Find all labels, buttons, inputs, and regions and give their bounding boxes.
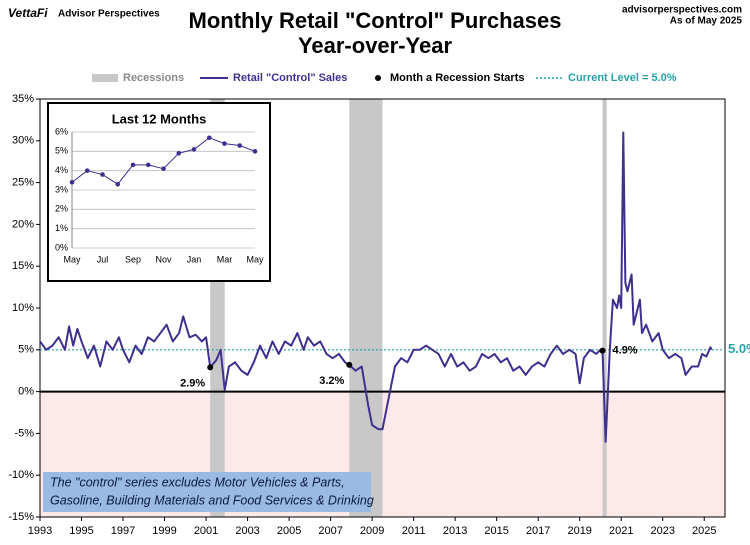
x-tick-label: 2005 bbox=[277, 525, 301, 537]
inset-y-tick-label: 0% bbox=[55, 242, 68, 252]
inset-point bbox=[100, 172, 105, 177]
x-tick-label: 2001 bbox=[194, 525, 218, 537]
inset-point bbox=[222, 141, 227, 146]
inset-y-tick-label: 5% bbox=[55, 146, 68, 156]
x-tick-label: 1997 bbox=[111, 525, 135, 537]
inset-x-tick-label: Jul bbox=[97, 254, 109, 264]
legend-label: Retail "Control" Sales bbox=[233, 72, 347, 84]
inset-point bbox=[191, 147, 197, 152]
x-tick-label: 1995 bbox=[69, 525, 93, 537]
inset-y-tick-label: 6% bbox=[55, 126, 68, 136]
inset-y-tick-label: 4% bbox=[55, 165, 68, 175]
x-tick-label: 2021 bbox=[609, 525, 633, 537]
recession-band bbox=[602, 99, 607, 517]
inset-point bbox=[161, 166, 166, 172]
x-tick-label: 2015 bbox=[484, 525, 508, 537]
y-tick-label: 25% bbox=[12, 177, 34, 189]
brand: VettaFi bbox=[8, 6, 48, 20]
inset-x-tick-label: Sep bbox=[125, 254, 141, 264]
inset-title: Last 12 Months bbox=[112, 111, 207, 126]
y-tick-label: -5% bbox=[14, 427, 34, 439]
y-tick-label: 5% bbox=[18, 344, 34, 356]
inset-point bbox=[252, 149, 258, 154]
inset-point bbox=[69, 179, 75, 185]
inset-point bbox=[206, 135, 212, 141]
recession-start-dot bbox=[599, 347, 606, 354]
legend-label: Recessions bbox=[123, 72, 184, 84]
inset-y-tick-label: 1% bbox=[55, 223, 68, 233]
inset-x-tick-label: Nov bbox=[155, 254, 172, 264]
recession-start-dot bbox=[346, 361, 353, 368]
y-tick-label: 15% bbox=[12, 260, 34, 272]
inset-point bbox=[84, 168, 90, 173]
x-tick-label: 1999 bbox=[152, 525, 176, 537]
y-tick-label: 10% bbox=[12, 302, 34, 314]
chart-title: Year-over-Year bbox=[298, 33, 453, 58]
as-of: As of May 2025 bbox=[670, 16, 743, 27]
legend-label: Current Level = 5.0% bbox=[568, 72, 677, 84]
x-tick-label: 2007 bbox=[318, 525, 342, 537]
inset-point bbox=[176, 150, 182, 156]
y-tick-label: -15% bbox=[8, 511, 34, 523]
inset-point bbox=[145, 162, 151, 168]
inset-y-tick-label: 2% bbox=[55, 204, 68, 214]
note-text: The "control" series excludes Motor Vehi… bbox=[50, 475, 345, 489]
inset-point bbox=[115, 181, 121, 187]
inset-x-tick-label: May bbox=[246, 254, 264, 264]
y-tick-label: 0% bbox=[18, 386, 34, 398]
recession-band bbox=[349, 99, 383, 517]
inset-y-tick-label: 3% bbox=[55, 184, 68, 194]
legend-swatch bbox=[92, 74, 118, 82]
y-tick-label: 20% bbox=[12, 218, 34, 230]
note-box bbox=[43, 472, 371, 512]
inset-x-tick-label: Mar bbox=[217, 254, 233, 264]
x-tick-label: 1993 bbox=[28, 525, 52, 537]
y-tick-label: -10% bbox=[8, 469, 34, 481]
x-tick-label: 2003 bbox=[235, 525, 259, 537]
x-tick-label: 2013 bbox=[443, 525, 467, 537]
x-tick-label: 2025 bbox=[692, 525, 716, 537]
x-tick-label: 2009 bbox=[360, 525, 384, 537]
inset-x-tick-label: May bbox=[63, 254, 81, 264]
chart-title: Monthly Retail "Control" Purchases bbox=[189, 8, 562, 33]
x-tick-label: 2023 bbox=[650, 525, 674, 537]
recession-start-dot bbox=[207, 364, 214, 371]
recession-start-label: 3.2% bbox=[319, 375, 344, 387]
y-tick-label: 30% bbox=[12, 135, 34, 147]
site: advisorperspectives.com bbox=[622, 5, 742, 16]
inset-x-tick-label: Jan bbox=[187, 254, 202, 264]
legend-swatch bbox=[375, 75, 381, 81]
inset-point bbox=[130, 162, 136, 168]
y-tick-label: 35% bbox=[12, 93, 34, 105]
inset-box bbox=[47, 102, 271, 282]
current-level-label: 5.0% bbox=[728, 341, 750, 356]
note-text: Gasoline, Building Materials and Food Se… bbox=[50, 493, 374, 507]
x-tick-label: 2017 bbox=[526, 525, 550, 537]
inset-point bbox=[237, 143, 243, 148]
series-line bbox=[39, 131, 713, 443]
brand-sub: Advisor Perspectives bbox=[58, 9, 160, 20]
x-tick-label: 2011 bbox=[402, 525, 426, 537]
x-tick-label: 2019 bbox=[567, 525, 591, 537]
recession-start-label: 2.9% bbox=[180, 377, 205, 389]
recession-start-label: 4.9% bbox=[613, 345, 638, 357]
legend-label: Month a Recession Starts bbox=[390, 72, 524, 84]
